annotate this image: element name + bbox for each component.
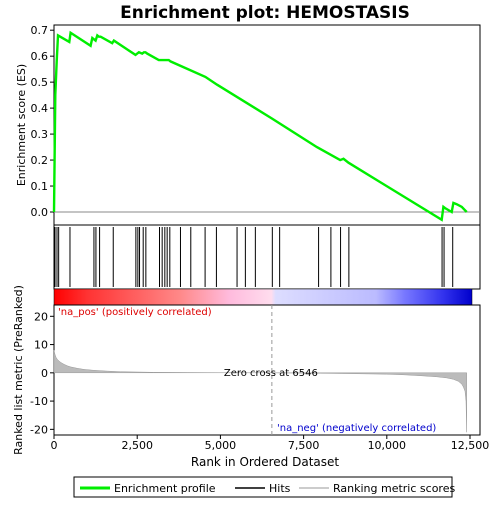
- es-axis-ticks: 0.0 0.1 0.2 0.3 0.4 0.5 0.6 0.7: [31, 24, 54, 219]
- hits-panel-frame: [53, 224, 481, 290]
- rank-color-bar: [53, 288, 473, 306]
- es-tick-label: 0.1: [31, 180, 49, 193]
- es-tick-label: 0.4: [31, 102, 49, 115]
- legend: Enrichment profile Hits Ranking metric s…: [73, 476, 455, 498]
- ranked-axis-ticks: 20 10 0 -10 -20: [30, 310, 54, 436]
- ranked-tick-label: 20: [34, 310, 48, 323]
- es-tick-label: 0.7: [31, 24, 49, 37]
- es-tick-label: 0.2: [31, 154, 49, 167]
- hits-panel: [53, 224, 481, 306]
- x-tick-label: 2,500: [121, 439, 153, 452]
- x-tick-label: 10,000: [368, 439, 407, 452]
- legend-enrichment-label: Enrichment profile: [114, 482, 216, 495]
- legend-ranking-label: Ranking metric scores: [333, 482, 455, 495]
- es-axis-label: Enrichment score (ES): [15, 64, 28, 186]
- x-tick-label: 7,500: [288, 439, 320, 452]
- zero-cross-label: Zero cross at 6546: [224, 368, 318, 379]
- pos-correlated-label: 'na_pos' (positively correlated): [58, 307, 212, 318]
- chart-title: Enrichment plot: HEMOSTASIS: [120, 3, 410, 23]
- x-tick-label: 12,500: [451, 439, 490, 452]
- enrichment-panel: 0.0 0.1 0.2 0.3 0.4 0.5 0.6 0.7 Enrichment scor…: [15, 24, 481, 226]
- ranked-tick-label: -20: [30, 423, 48, 436]
- neg-correlated-label: 'na_neg' (negatively correlated): [277, 423, 436, 434]
- ranking-metric-area: [53, 350, 467, 433]
- legend-frame: [73, 476, 453, 498]
- es-tick-label: 0.0: [31, 206, 49, 219]
- x-tick-label: 0: [51, 439, 58, 452]
- es-tick-label: 0.5: [31, 76, 49, 89]
- x-axis-label: Rank in Ordered Dataset: [191, 455, 339, 469]
- enrichment-profile-line: [52, 30, 468, 222]
- es-tick-label: 0.3: [31, 128, 49, 141]
- x-axis-ticks: 0 2,500 5,000 7,500 10,000 12,500: [51, 435, 490, 452]
- ranked-metric-panel: 20 10 0 -10 -20 Zero cross at 6546 'na_pos' …: [12, 285, 481, 455]
- ranked-panel-frame: [53, 304, 481, 436]
- hit-markers: [54, 227, 454, 287]
- x-tick-label: 5,000: [205, 439, 237, 452]
- legend-hits-label: Hits: [269, 482, 291, 495]
- es-tick-label: 0.6: [31, 50, 49, 63]
- ranked-tick-label: -10: [30, 395, 48, 408]
- ranked-tick-label: 10: [34, 339, 48, 352]
- enrichment-panel-frame: [53, 24, 481, 226]
- ranked-axis-label: Ranked list metric (PreRanked): [12, 285, 25, 455]
- ranked-tick-label: 0: [41, 367, 48, 380]
